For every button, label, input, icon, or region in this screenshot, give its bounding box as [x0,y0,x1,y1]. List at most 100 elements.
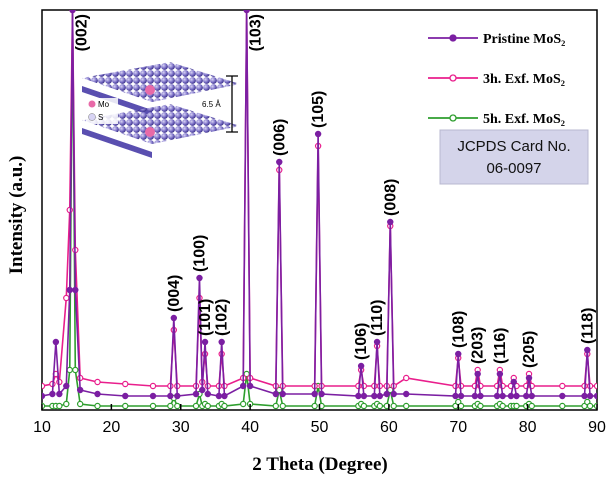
data-point [314,130,322,138]
data-point [94,390,101,398]
data-point [559,402,566,410]
peak-label: (205) [521,331,538,368]
data-point [387,218,394,226]
peak-label: (118) [579,308,596,344]
x-tick-label: 60 [380,419,398,436]
data-point [311,390,318,398]
data-point [357,362,365,370]
x-tick-label: 70 [449,419,467,436]
data-point [471,392,479,400]
peak-label: (105) [310,91,327,128]
data-point [403,374,410,382]
data-point [192,402,200,410]
peak-label: (203) [470,327,487,364]
legend-marker [449,34,457,42]
peak-label: (004) [166,275,183,312]
peak-label: (006) [271,119,288,156]
data-point [376,402,384,410]
data-point [72,366,79,374]
x-tick-label: 80 [519,419,537,436]
peak-label: (110) [369,300,386,336]
data-point [56,390,63,398]
data-point [239,400,247,408]
data-point [525,374,533,382]
data-point [355,392,362,400]
data-point [507,392,515,400]
data-point [167,402,174,410]
s-label: S [98,113,103,122]
data-point [76,386,84,394]
mo-atom [145,85,155,95]
data-point [72,286,79,294]
data-point [474,370,481,378]
spacing-bracket [226,75,238,133]
peak-label: (108) [450,311,467,348]
layer [82,104,240,144]
mo-label: Mo [98,100,110,109]
x-tick-label: 50 [311,419,329,436]
data-point [318,390,325,398]
data-point [94,378,101,386]
data-point [496,370,504,378]
card-line: 06-0097 [486,160,541,177]
series-line [42,10,597,398]
data-point [204,390,212,398]
y-axis-label: Intensity (a.u.) [6,156,27,275]
data-point [390,402,397,410]
peak-label: (103) [248,14,265,51]
data-point [373,338,381,346]
card-line: JCPDS Card No. [457,138,570,155]
layer [82,62,240,102]
data-point [49,390,56,398]
data-point [122,380,129,388]
x-tick-label: 10 [33,419,51,436]
data-point [196,274,203,282]
data-point [52,338,60,346]
data-point [513,402,520,410]
data-point [221,392,228,400]
data-point [279,402,286,410]
data-point [452,392,459,400]
x-tick-label: 40 [241,419,259,436]
data-point [192,390,200,398]
data-point [523,392,530,400]
data-point [199,386,206,394]
data-point [276,386,283,394]
data-point [510,378,517,386]
data-point [204,402,212,410]
data-point [477,402,484,410]
data-point [174,402,181,410]
data-point [63,294,70,302]
data-point [239,382,247,390]
data-point [455,350,462,358]
data-point [56,402,63,410]
data-point [149,382,157,390]
peak-label: (008) [382,179,399,216]
data-point [149,402,157,410]
data-point [221,402,228,410]
data-point [528,402,535,410]
data-point [201,338,209,346]
data-point [149,392,157,400]
peak-label: (102) [214,299,231,336]
peak-label: (002) [74,14,91,51]
data-point [528,392,535,400]
data-point [218,338,225,346]
mo-key [88,100,96,108]
data-point [66,366,73,374]
data-point [170,314,178,322]
data-point [584,346,591,354]
data-point [243,10,250,14]
s-key [88,113,96,121]
data-point [499,392,506,400]
data-point [122,402,129,410]
data-point [390,390,397,398]
spacing-label: 6.5 Å [202,100,221,109]
data-point [586,402,594,410]
data-point [279,390,286,398]
data-point [559,392,566,400]
data-point [403,402,410,410]
legend-label: 3h. Exf. MoS₂ [483,72,565,87]
data-point [593,392,597,400]
